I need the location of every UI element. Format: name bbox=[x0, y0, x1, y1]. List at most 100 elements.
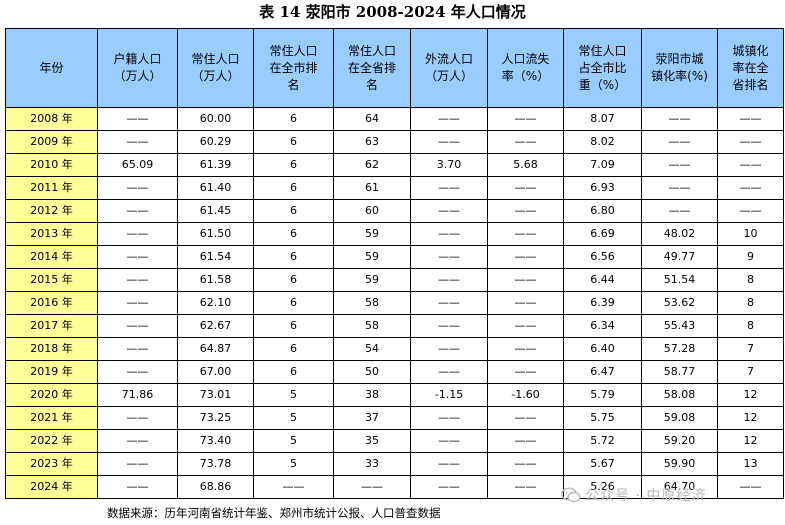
year-cell: 2013 年 bbox=[5, 222, 98, 246]
city-rank-cell: 6 bbox=[253, 153, 334, 177]
table-row: 2008 年 —— 60.00 6 64 —— —— 8.07 —— —— bbox=[5, 107, 784, 131]
registered-pop-cell: —— bbox=[97, 452, 178, 476]
share-of-city-cell: 6.39 bbox=[563, 291, 642, 315]
resident-pop-cell: 61.45 bbox=[177, 199, 254, 223]
table-body: 2008 年 —— 60.00 6 64 —— —— 8.07 —— —— 2009 年 —— 60.2… bbox=[5, 107, 784, 499]
loss-rate-cell: —— bbox=[487, 199, 564, 223]
table-row: 2009 年 —— 60.29 6 63 —— —— 8.02 —— —— bbox=[5, 130, 784, 154]
loss-rate-cell: —— bbox=[487, 222, 564, 246]
registered-pop-cell: —— bbox=[97, 406, 178, 430]
year-cell: 2023 年 bbox=[5, 452, 98, 476]
share-of-city-cell: 8.02 bbox=[563, 130, 642, 154]
province-rank-cell: 54 bbox=[333, 337, 411, 361]
table-row: 2011 年 —— 61.40 6 61 —— —— 6.93 —— —— bbox=[5, 176, 784, 200]
registered-pop-cell: —— bbox=[97, 475, 178, 499]
resident-pop-cell: 73.25 bbox=[177, 406, 254, 430]
share-of-city-cell: 6.93 bbox=[563, 176, 642, 200]
city-rank-cell: 5 bbox=[253, 452, 334, 476]
province-rank-cell: 59 bbox=[333, 222, 411, 246]
urbanization-rank-cell: —— bbox=[717, 130, 784, 154]
table-row: 2012 年 —— 61.45 6 60 —— —— 6.80 —— —— bbox=[5, 199, 784, 223]
city-rank-cell: 6 bbox=[253, 360, 334, 384]
share-of-city-cell: 5.67 bbox=[563, 452, 642, 476]
province-rank-cell: 33 bbox=[333, 452, 411, 476]
registered-pop-cell: —— bbox=[97, 429, 178, 453]
table-row: 2010 年 65.09 61.39 6 62 3.70 5.68 7.09 —— —— bbox=[5, 153, 784, 177]
outflow-pop-cell: —— bbox=[410, 337, 488, 361]
header-urbanization-rate: 荥阳市城 镇化率(%) bbox=[641, 28, 718, 108]
urbanization-rank-cell: 8 bbox=[717, 314, 784, 338]
urbanization-rate-cell: 57.28 bbox=[641, 337, 718, 361]
header-outflow-pop: 外流人口 （万人） bbox=[410, 28, 488, 108]
share-of-city-cell: 6.47 bbox=[563, 360, 642, 384]
city-rank-cell: 6 bbox=[253, 107, 334, 131]
city-rank-cell: 6 bbox=[253, 245, 334, 269]
resident-pop-cell: 73.78 bbox=[177, 452, 254, 476]
city-rank-cell: 6 bbox=[253, 314, 334, 338]
province-rank-cell: 58 bbox=[333, 314, 411, 338]
outflow-pop-cell: —— bbox=[410, 406, 488, 430]
loss-rate-cell: —— bbox=[487, 130, 564, 154]
registered-pop-cell: —— bbox=[97, 245, 178, 269]
year-cell: 2019 年 bbox=[5, 360, 98, 384]
loss-rate-cell: —— bbox=[487, 107, 564, 131]
province-rank-cell: 58 bbox=[333, 291, 411, 315]
outflow-pop-cell: —— bbox=[410, 245, 488, 269]
city-rank-cell: 5 bbox=[253, 383, 334, 407]
outflow-pop-cell: -1.15 bbox=[410, 383, 488, 407]
header-city-rank: 常住人口 在全市排 名 bbox=[253, 28, 334, 108]
population-table: 年份 户籍人口 （万人） 常住人口 （万人） 常住人口 在全市排 名 常住人口 … bbox=[5, 28, 784, 499]
share-of-city-cell: 6.44 bbox=[563, 268, 642, 292]
city-rank-cell: 6 bbox=[253, 176, 334, 200]
year-cell: 2020 年 bbox=[5, 383, 98, 407]
loss-rate-cell: 5.68 bbox=[487, 153, 564, 177]
province-rank-cell: 50 bbox=[333, 360, 411, 384]
share-of-city-cell: 5.75 bbox=[563, 406, 642, 430]
resident-pop-cell: 62.67 bbox=[177, 314, 254, 338]
year-cell: 2016 年 bbox=[5, 291, 98, 315]
loss-rate-cell: -1.60 bbox=[487, 383, 564, 407]
outflow-pop-cell: —— bbox=[410, 107, 488, 131]
table-row: 2013 年 —— 61.50 6 59 —— —— 6.69 48.02 10 bbox=[5, 222, 784, 246]
urbanization-rank-cell: —— bbox=[717, 176, 784, 200]
registered-pop-cell: —— bbox=[97, 268, 178, 292]
city-rank-cell: 5 bbox=[253, 429, 334, 453]
urbanization-rank-cell: 10 bbox=[717, 222, 784, 246]
province-rank-cell: 38 bbox=[333, 383, 411, 407]
watermark: 公众号 · 中原经济 bbox=[561, 484, 781, 508]
urbanization-rank-cell: 7 bbox=[717, 360, 784, 384]
loss-rate-cell: —— bbox=[487, 475, 564, 499]
outflow-pop-cell: 3.70 bbox=[410, 153, 488, 177]
urbanization-rank-cell: —— bbox=[717, 199, 784, 223]
urbanization-rank-cell: 12 bbox=[717, 406, 784, 430]
registered-pop-cell: —— bbox=[97, 314, 178, 338]
urbanization-rank-cell: 7 bbox=[717, 337, 784, 361]
table-row: 2016 年 —— 62.10 6 58 —— —— 6.39 53.62 8 bbox=[5, 291, 784, 315]
urbanization-rate-cell: —— bbox=[641, 153, 718, 177]
share-of-city-cell: 5.72 bbox=[563, 429, 642, 453]
city-rank-cell: 6 bbox=[253, 337, 334, 361]
urbanization-rank-cell: 8 bbox=[717, 268, 784, 292]
resident-pop-cell: 61.58 bbox=[177, 268, 254, 292]
share-of-city-cell: 8.07 bbox=[563, 107, 642, 131]
urbanization-rank-cell: —— bbox=[717, 153, 784, 177]
urbanization-rate-cell: 64.70 bbox=[641, 475, 718, 499]
resident-pop-cell: 60.29 bbox=[177, 130, 254, 154]
city-rank-cell: 6 bbox=[253, 199, 334, 223]
urbanization-rank-cell: —— bbox=[717, 107, 784, 131]
outflow-pop-cell: —— bbox=[410, 222, 488, 246]
outflow-pop-cell: —— bbox=[410, 130, 488, 154]
table-row: 2017 年 —— 62.67 6 58 —— —— 6.34 55.43 8 bbox=[5, 314, 784, 338]
resident-pop-cell: 60.00 bbox=[177, 107, 254, 131]
wechat-icon bbox=[561, 487, 581, 503]
province-rank-cell: —— bbox=[333, 475, 411, 499]
urbanization-rate-cell: 58.08 bbox=[641, 383, 718, 407]
table-row: 2018 年 —— 64.87 6 54 —— —— 6.40 57.28 7 bbox=[5, 337, 784, 361]
resident-pop-cell: 61.54 bbox=[177, 245, 254, 269]
city-rank-cell: 6 bbox=[253, 222, 334, 246]
loss-rate-cell: —— bbox=[487, 337, 564, 361]
outflow-pop-cell: —— bbox=[410, 176, 488, 200]
urbanization-rank-cell: 8 bbox=[717, 291, 784, 315]
urbanization-rate-cell: 59.08 bbox=[641, 406, 718, 430]
share-of-city-cell: 6.40 bbox=[563, 337, 642, 361]
